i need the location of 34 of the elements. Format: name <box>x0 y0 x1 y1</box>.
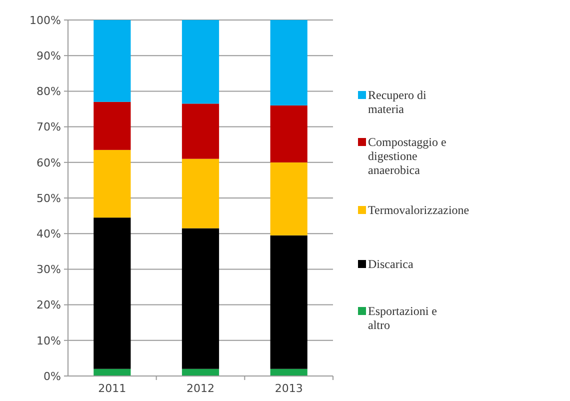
bar <box>182 228 220 369</box>
x-tick-label: 2012 <box>186 382 214 395</box>
y-tick-label: 30% <box>36 263 61 276</box>
bar <box>270 368 308 376</box>
y-tick-label: 80% <box>36 85 61 98</box>
bar <box>94 368 131 376</box>
bar <box>94 150 131 218</box>
y-tick-label: 100% <box>30 14 61 27</box>
bar <box>94 20 131 102</box>
y-tick-label: 0% <box>44 370 61 383</box>
y-tick-label: 60% <box>36 156 61 170</box>
bar <box>270 20 308 106</box>
y-tick-label: 20% <box>36 298 61 312</box>
y-tick-label: 70% <box>36 120 61 134</box>
y-tick-label: 90% <box>36 49 61 62</box>
y-tick-label: 40% <box>36 227 61 240</box>
bar <box>182 158 220 228</box>
y-tick-label: 50% <box>36 192 61 205</box>
legend-label: Discarica <box>368 257 414 272</box>
bar <box>270 162 308 236</box>
bar <box>182 368 220 376</box>
bar <box>94 218 131 369</box>
x-tick-label: 2013 <box>274 382 303 395</box>
bar <box>182 20 220 104</box>
bar <box>94 102 131 150</box>
y-tick-label: 10% <box>36 334 61 348</box>
legend-label: Esportazioni e altro <box>368 304 437 332</box>
bar <box>182 104 220 159</box>
x-tick-label: 2011 <box>98 382 126 395</box>
bar <box>270 235 308 369</box>
legend-label: Compostaggio e digestione anaerobica <box>368 135 446 177</box>
bar <box>270 105 308 162</box>
legend-label: Recupero di materia <box>368 88 427 116</box>
legend-label: Termovalorizzazione <box>368 203 470 218</box>
